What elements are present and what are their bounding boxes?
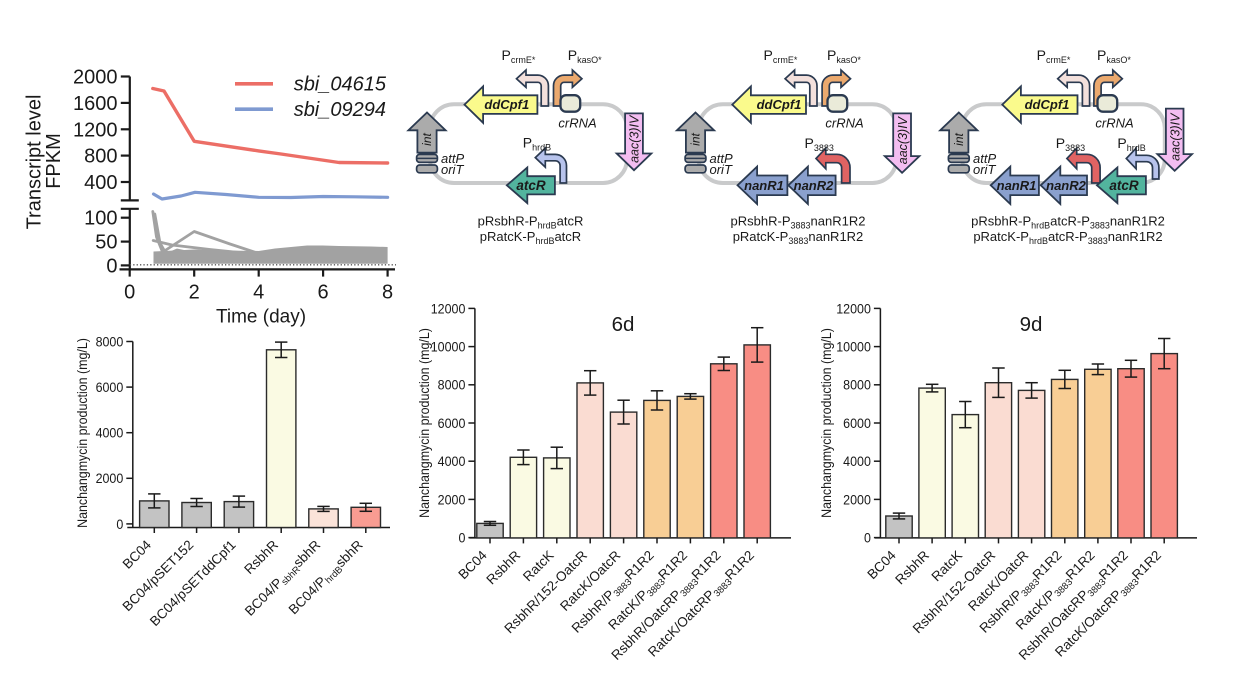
- svg-text:4: 4: [253, 282, 264, 304]
- svg-text:6000: 6000: [96, 379, 124, 395]
- svg-text:Nanchangmycin production (mg/L: Nanchangmycin production (mg/L): [417, 328, 433, 518]
- svg-text:800: 800: [84, 146, 117, 168]
- svg-text:int: int: [689, 133, 703, 146]
- svg-text:10000: 10000: [836, 339, 871, 355]
- svg-text:pRatcK-PhrdBatcR: pRatcK-PhrdBatcR: [480, 229, 581, 246]
- svg-text:attP: attP: [973, 151, 996, 166]
- svg-text:2: 2: [189, 282, 200, 304]
- svg-text:8000: 8000: [438, 377, 466, 393]
- svg-text:atcR: atcR: [1109, 178, 1139, 193]
- svg-text:2000: 2000: [438, 492, 466, 508]
- svg-text:0: 0: [116, 516, 123, 532]
- svg-text:0: 0: [106, 255, 117, 277]
- svg-text:int: int: [952, 133, 966, 146]
- svg-text:ddCpf1: ddCpf1: [484, 97, 529, 112]
- svg-text:ddCpf1: ddCpf1: [1025, 97, 1070, 112]
- svg-text:1600: 1600: [73, 93, 118, 115]
- svg-text:50: 50: [95, 232, 117, 254]
- svg-text:2000: 2000: [843, 492, 871, 508]
- svg-text:pRsbhR-PhrdBatcR-P3883nanR1R2: pRsbhR-PhrdBatcR-P3883nanR1R2: [971, 213, 1165, 230]
- svg-text:4000: 4000: [438, 453, 466, 469]
- svg-text:ddCpf1: ddCpf1: [757, 97, 802, 112]
- svg-text:atcR: atcR: [516, 178, 546, 193]
- svg-text:4000: 4000: [96, 425, 124, 441]
- svg-text:aac(3)IV: aac(3)IV: [896, 115, 910, 164]
- svg-text:pRsbhR-PhrdBatcR: pRsbhR-PhrdBatcR: [478, 213, 584, 230]
- svg-text:int: int: [420, 133, 434, 146]
- svg-text:2000: 2000: [73, 67, 118, 89]
- svg-text:100: 100: [84, 208, 117, 230]
- svg-text:sbi_09294: sbi_09294: [294, 99, 386, 121]
- svg-text:0: 0: [124, 282, 135, 304]
- svg-text:10000: 10000: [431, 339, 466, 355]
- svg-text:pRatcK-P3883nanR1R2: pRatcK-P3883nanR1R2: [733, 229, 864, 246]
- svg-text:8000: 8000: [843, 377, 871, 393]
- svg-text:nanR2: nanR2: [794, 178, 835, 193]
- svg-text:8: 8: [382, 282, 393, 304]
- svg-text:9d: 9d: [1020, 313, 1043, 336]
- svg-text:1200: 1200: [73, 119, 118, 141]
- svg-text:6d: 6d: [612, 313, 635, 336]
- svg-text:8000: 8000: [96, 334, 124, 350]
- svg-text:0: 0: [458, 530, 465, 546]
- svg-text:pRatcK-PhrdBatcR-P3883nanR1R2: pRatcK-PhrdBatcR-P3883nanR1R2: [973, 229, 1162, 246]
- svg-text:oriT: oriT: [973, 162, 996, 177]
- svg-text:Transcript level: Transcript level: [24, 95, 46, 230]
- svg-text:attP: attP: [710, 151, 733, 166]
- svg-text:12000: 12000: [431, 301, 466, 317]
- svg-text:attP: attP: [441, 151, 464, 166]
- svg-text:FPKM: FPKM: [43, 133, 65, 189]
- svg-text:Nanchangmycin production (mg/L: Nanchangmycin production (mg/L): [75, 338, 91, 528]
- svg-text:aac(3)IV: aac(3)IV: [628, 114, 642, 163]
- svg-text:nanR1: nanR1: [744, 178, 784, 193]
- svg-text:2000: 2000: [96, 471, 124, 487]
- svg-text:pRsbhR-P3883nanR1R2: pRsbhR-P3883nanR1R2: [731, 213, 866, 230]
- svg-text:oriT: oriT: [710, 162, 733, 177]
- svg-text:Time (day): Time (day): [216, 307, 306, 328]
- svg-text:crRNA: crRNA: [558, 116, 596, 131]
- svg-text:6000: 6000: [438, 415, 466, 431]
- svg-text:aac(3)IV: aac(3)IV: [1168, 112, 1182, 161]
- svg-text:6000: 6000: [843, 415, 871, 431]
- svg-text:400: 400: [84, 172, 117, 194]
- svg-text:oriT: oriT: [441, 162, 464, 177]
- svg-text:crRNA: crRNA: [825, 116, 863, 131]
- svg-text:4000: 4000: [843, 453, 871, 469]
- svg-text:crRNA: crRNA: [1095, 116, 1133, 131]
- svg-text:6: 6: [318, 282, 329, 304]
- svg-text:0: 0: [864, 530, 871, 546]
- svg-text:sbi_04615: sbi_04615: [294, 74, 387, 96]
- svg-text:nanR2: nanR2: [1046, 178, 1087, 193]
- svg-text:nanR1: nanR1: [997, 178, 1037, 193]
- svg-text:12000: 12000: [836, 301, 871, 317]
- svg-text:Nanchangmycin production (mg/L: Nanchangmycin production (mg/L): [819, 328, 835, 518]
